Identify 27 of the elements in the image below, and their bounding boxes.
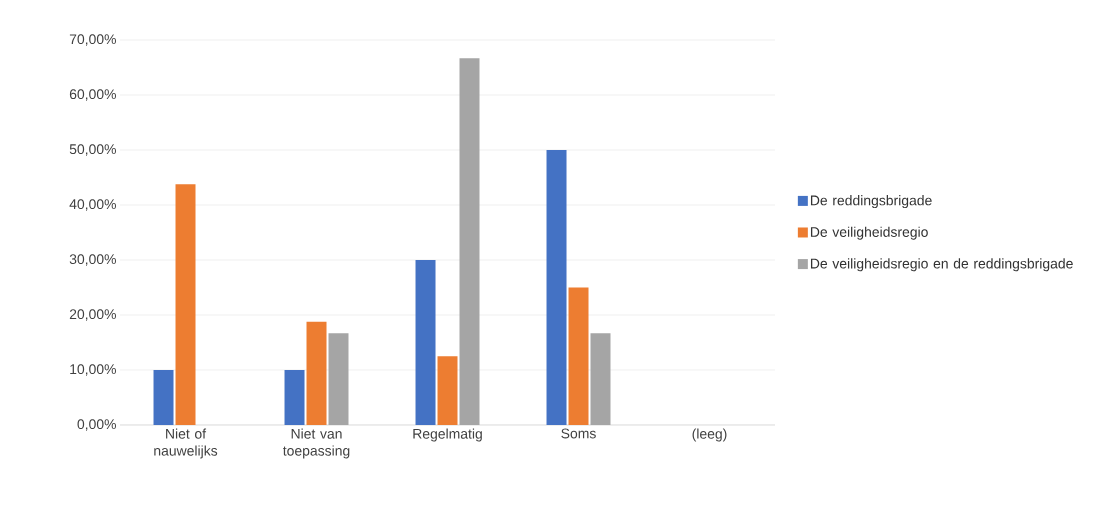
x-tick-label: Niet van toepassing — [283, 428, 350, 459]
y-tick-label: 0,00% — [77, 419, 116, 431]
bar — [437, 356, 458, 425]
y-tick-label: 40,00% — [69, 199, 116, 211]
y-tick-label: 50,00% — [69, 144, 116, 156]
bar — [415, 259, 436, 425]
y-tick-label: 70,00% — [69, 34, 116, 46]
bar — [153, 369, 174, 425]
x-tick-label: (leeg) — [692, 428, 727, 442]
legend-label: De veiligheidsregio en de reddingsbrigade — [810, 258, 1073, 272]
x-tick-label: Soms — [561, 428, 596, 439]
y-tick-label: 30,00% — [69, 254, 116, 266]
legend-label: De reddingsbrigade — [810, 195, 932, 209]
bar — [306, 321, 327, 425]
y-tick-label: 20,00% — [69, 309, 116, 321]
bar — [175, 184, 196, 425]
bar — [546, 149, 567, 425]
legend-label: De veiligheidsregio — [810, 226, 928, 240]
bar — [459, 58, 480, 425]
bar — [568, 287, 589, 425]
bar — [284, 369, 305, 425]
bar — [590, 333, 611, 425]
y-tick-label: 10,00% — [70, 364, 116, 376]
bar — [328, 333, 349, 425]
y-tick-label: 60,00% — [69, 89, 116, 101]
x-tick-label: Regelmatig — [413, 428, 482, 442]
x-tick-label: Niet of nauwelijks — [154, 428, 218, 459]
